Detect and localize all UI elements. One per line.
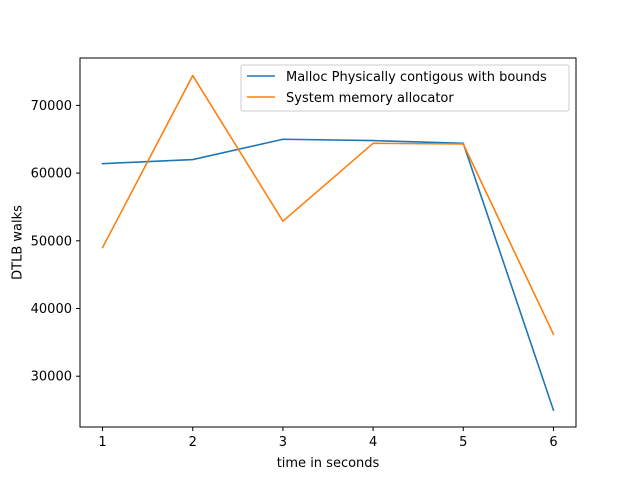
y-tick-label: 70000 [31,99,72,114]
series-line-2 [101,74,555,336]
x-axis-ticks: 1 2 3 4 5 6 [98,427,558,450]
y-axis-label: DTLB walks [11,205,26,280]
chart-marks [101,74,555,412]
y-tick-label: 40000 [31,302,72,317]
y-tick-label: 30000 [31,370,72,385]
x-tick-label: 1 [98,435,106,450]
y-axis-ticks: 30000 40000 50000 60000 70000 [31,99,80,385]
x-axis-label: time in seconds [277,456,380,471]
x-tick-label: 3 [279,435,287,450]
legend-label: System memory allocator [286,91,454,106]
y-tick-label: 60000 [31,167,72,182]
x-tick-label: 2 [189,435,197,450]
x-tick-label: 6 [549,435,557,450]
legend-box [240,64,570,112]
x-tick-label: 5 [459,435,467,450]
series-line-1 [101,138,555,412]
legend-label: Malloc Physically contigous with bounds [286,70,547,85]
x-tick-label: 4 [369,435,377,450]
legend: Malloc Physically contigous with bounds … [240,64,570,112]
y-tick-label: 50000 [31,234,72,249]
plot-frame [79,57,577,428]
